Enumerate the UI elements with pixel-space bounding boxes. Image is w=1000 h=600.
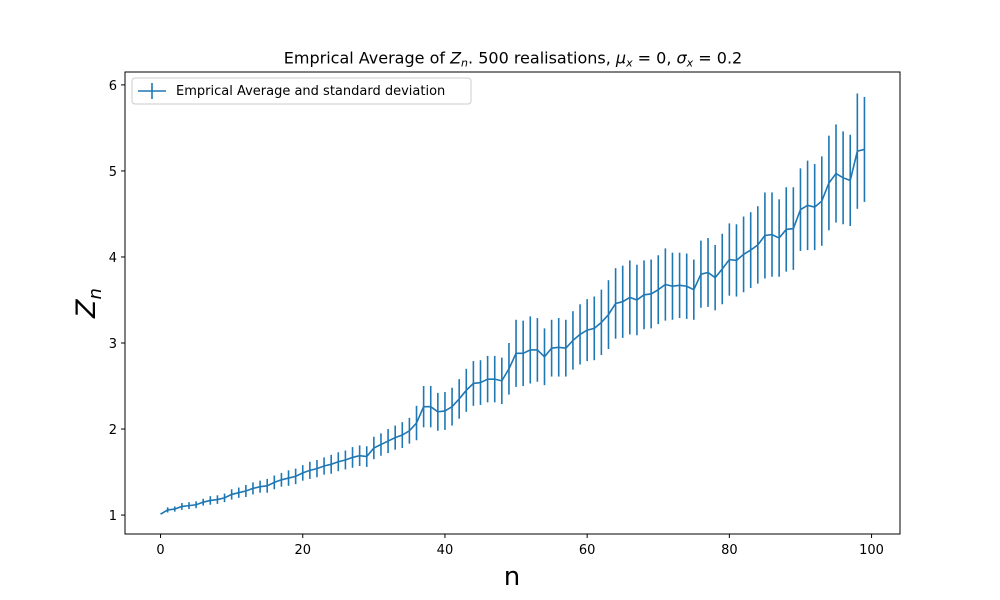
- y-tick-label: 2: [109, 423, 117, 438]
- series-line: [160, 148, 865, 515]
- x-axis: 0 20 40 60 80 100: [156, 534, 884, 558]
- x-tick-label: 0: [156, 543, 164, 558]
- y-tick-label: 6: [109, 79, 117, 94]
- y-axis: 1 2 3 4 5 6: [109, 79, 125, 524]
- x-tick-label: 60: [579, 543, 596, 558]
- plot-frame: [124, 71, 901, 535]
- legend: Emprical Average and standard deviation: [131, 77, 472, 105]
- y-tick-label: 3: [109, 337, 117, 352]
- y-tick-label: 4: [109, 251, 117, 266]
- legend-label: Emprical Average and standard deviation: [176, 84, 445, 99]
- error-bars: [166, 93, 866, 513]
- legend-box: [131, 77, 472, 105]
- y-tick-label: 1: [109, 509, 117, 524]
- chart-title: Emprical Average of Zn. 500 realisations…: [284, 49, 742, 70]
- x-tick-label: 80: [721, 543, 738, 558]
- x-tick-label: 100: [859, 543, 884, 558]
- y-axis-label: Zn: [71, 288, 106, 319]
- y-tick-label: 5: [109, 165, 117, 180]
- x-tick-label: 20: [294, 543, 311, 558]
- x-axis-label: n: [504, 562, 520, 592]
- x-tick-label: 40: [437, 543, 454, 558]
